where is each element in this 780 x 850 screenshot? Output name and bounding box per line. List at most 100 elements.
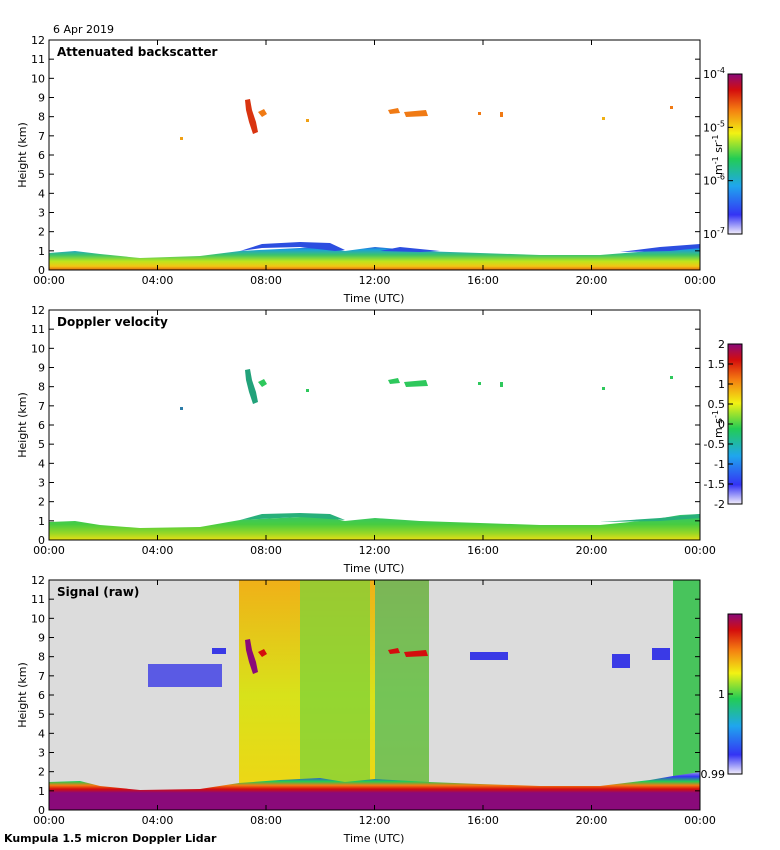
x-tick-label: 08:00: [250, 544, 282, 557]
colorbar: 2 1.5 1 0.5 0 -0.5 -1 -1.5 -2 m s-1: [704, 338, 743, 511]
cirrus-fragment: [258, 108, 428, 117]
y-tick-label: 12: [31, 304, 45, 317]
date-label: 6 Apr 2019: [53, 23, 114, 36]
y-axis-label: Height (km): [16, 392, 29, 458]
y-tick-label: 11: [31, 323, 45, 336]
x-tick-label: 00:00: [33, 274, 65, 287]
y-tick-label: 8: [38, 651, 45, 664]
boundary-layer-band: [49, 772, 700, 810]
colorbar-tick-label: -1.5: [704, 478, 725, 491]
y-tick-label: 0: [38, 534, 45, 547]
panel-title: Attenuated backscatter: [57, 45, 217, 59]
panel-title: Doppler velocity: [57, 315, 168, 329]
x-tick-label: 00:00: [684, 274, 716, 287]
panel-signal-raw: Signal (raw) 00:00 04:00 08:00 12:00 16:00 20…: [16, 574, 743, 845]
x-tick-label: 12:00: [359, 814, 391, 827]
noisy-signal-stripe: [300, 580, 370, 810]
y-tick-label: 3: [38, 477, 45, 490]
x-tick-label: 20:00: [576, 274, 608, 287]
y-tick-label: 11: [31, 593, 45, 606]
footer-label: Kumpula 1.5 micron Doppler Lidar: [4, 832, 217, 845]
weak-cirrus-signal: [148, 664, 222, 687]
y-tick-label: 1: [38, 785, 45, 798]
y-tick-label: 7: [38, 400, 45, 413]
colorbar-ticks: 10.99: [701, 688, 733, 781]
cirrus-cloud: [245, 639, 258, 674]
x-tick-label: 08:00: [250, 274, 282, 287]
y-tick-label: 4: [38, 457, 45, 470]
cirrus-fragment: [180, 407, 183, 410]
cirrus-fragment: [258, 378, 428, 387]
colorbar-tick-label: 1: [718, 688, 725, 701]
y-tick-label: 9: [38, 362, 45, 375]
y-tick-label: 6: [38, 689, 45, 702]
y-tick-label: 8: [38, 111, 45, 124]
colorbar-tick-label: 0.5: [708, 398, 726, 411]
plot-area: [49, 40, 700, 270]
y-tick-label: 9: [38, 92, 45, 105]
boundary-layer-band: [49, 245, 700, 270]
cirrus-fragment: [500, 112, 503, 117]
y-tick-label: 1: [38, 515, 45, 528]
cirrus-fragment: [306, 389, 309, 392]
x-axis-label: Time (UTC): [343, 562, 405, 575]
x-tick-label: 08:00: [250, 814, 282, 827]
colorbar-tick-label: 10-7: [703, 226, 725, 241]
x-tick-label: 00:00: [684, 544, 716, 557]
colorbar-tick-label: -0.5: [704, 438, 725, 451]
y-axis-label: Height (km): [16, 662, 29, 728]
y-tick-label: 6: [38, 419, 45, 432]
y-tick-label: 2: [38, 226, 45, 239]
x-axis-label: Time (UTC): [343, 832, 405, 845]
boundary-layer-top-patches: [240, 513, 700, 522]
y-tick-label: 0: [38, 804, 45, 817]
y-tick-label: 5: [38, 708, 45, 721]
cirrus-fragment: [670, 106, 673, 109]
cirrus-fragment: [670, 376, 673, 379]
colorbar-tick-label: 10-4: [703, 66, 725, 81]
colorbar: 10.99: [701, 613, 743, 781]
colorbar: 10-410-510-610-7 m-1 sr-1: [703, 66, 743, 241]
y-tick-label: 3: [38, 747, 45, 760]
x-axis: 00:00 04:00 08:00 12:00 16:00 20:00 00:00: [33, 580, 716, 827]
x-tick-label: 20:00: [576, 544, 608, 557]
colorbar-tick-label: 1: [718, 378, 725, 391]
cirrus-fragment: [180, 137, 183, 140]
y-tick-label: 5: [38, 168, 45, 181]
cirrus-fragment: [306, 119, 309, 122]
y-tick-label: 8: [38, 381, 45, 394]
x-axis: 00:00 04:00 08:00 12:00 16:00 20:00 00:00: [33, 40, 716, 287]
colorbar-tick-label: -2: [714, 498, 725, 511]
colorbar-unit: m s-1: [711, 410, 725, 438]
y-tick-label: 10: [31, 342, 45, 355]
y-tick-label: 12: [31, 34, 45, 47]
colorbar-gradient: [727, 73, 743, 235]
boundary-layer-top-patches: [240, 242, 700, 252]
colorbar-tick-label: 2: [718, 338, 725, 351]
x-tick-label: 12:00: [359, 544, 391, 557]
y-tick-label: 10: [31, 612, 45, 625]
y-tick-label: 4: [38, 727, 45, 740]
x-tick-label: 04:00: [142, 544, 174, 557]
x-tick-label: 20:00: [576, 814, 608, 827]
colorbar-unit: m-1 sr-1: [711, 135, 725, 175]
y-tick-label: 7: [38, 670, 45, 683]
panel-backscatter: Attenuated backscatter 00:00 04:00 08:00 12…: [16, 34, 743, 305]
cirrus-fragment: [602, 117, 605, 120]
x-tick-label: 00:00: [33, 544, 65, 557]
y-tick-label: 11: [31, 53, 45, 66]
cirrus-cloud: [245, 99, 258, 134]
x-tick-label: 00:00: [33, 814, 65, 827]
colorbar-tick-label: 0.99: [701, 768, 726, 781]
panel-title: Signal (raw): [57, 585, 139, 599]
weak-cirrus-signal: [212, 648, 670, 668]
cirrus-fragment: [602, 387, 605, 390]
y-tick-label: 0: [38, 264, 45, 277]
x-axis: 00:00 04:00 08:00 12:00 16:00 20:00 00:00: [33, 310, 716, 557]
data-layer: [49, 580, 700, 810]
cirrus-fragment: [500, 382, 503, 387]
cirrus-fragment: [478, 112, 481, 115]
